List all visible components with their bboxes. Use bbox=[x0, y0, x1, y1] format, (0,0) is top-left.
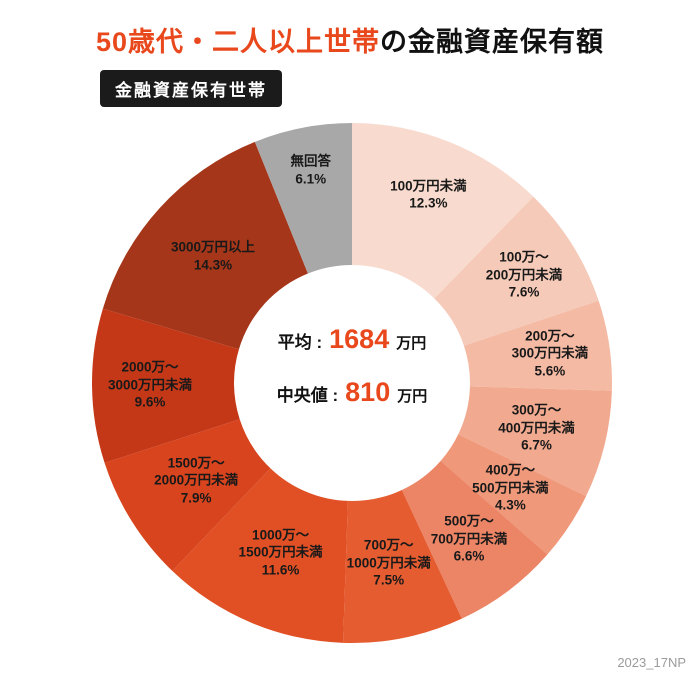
title-rest: の金融資産保有額 bbox=[380, 27, 605, 57]
donut-segment bbox=[458, 386, 612, 497]
median-unit: 万円 bbox=[397, 388, 428, 405]
median-value: 810 bbox=[345, 377, 391, 407]
average-unit: 万円 bbox=[396, 335, 427, 352]
donut-segment bbox=[352, 123, 534, 299]
median-label: 中央値 : bbox=[276, 386, 339, 405]
donut-segment bbox=[172, 468, 348, 643]
donut-segment bbox=[102, 141, 308, 350]
donut-segment bbox=[343, 489, 462, 643]
donut-segment bbox=[254, 123, 352, 274]
source-note: 2023_17NP bbox=[617, 655, 686, 670]
average-stat: 平均 : 1684 万円 bbox=[277, 324, 427, 355]
page-title: 50歳代・二人以上世帯の金融資産保有額 bbox=[0, 20, 700, 59]
title-highlight: 50歳代・二人以上世帯 bbox=[95, 27, 381, 57]
median-stat: 中央値 : 810 万円 bbox=[277, 377, 427, 408]
average-label: 平均 : bbox=[277, 333, 323, 352]
donut-segment bbox=[440, 434, 587, 555]
donut-segment bbox=[434, 196, 599, 346]
category-badge: 金融資産保有世帯 bbox=[100, 70, 282, 107]
center-stats: 平均 : 1684 万円 中央値 : 810 万円 bbox=[277, 324, 427, 408]
donut-segment bbox=[91, 308, 240, 463]
donut-segment bbox=[104, 419, 271, 571]
donut-segment bbox=[401, 460, 548, 619]
donut-segment bbox=[463, 300, 612, 391]
average-value: 1684 bbox=[329, 324, 390, 354]
